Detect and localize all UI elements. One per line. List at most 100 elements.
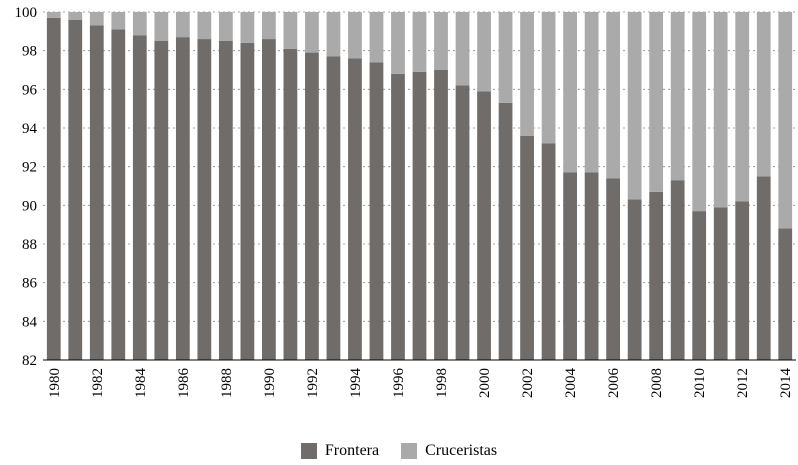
bar-frontera-2003 (541, 143, 556, 360)
bar-cruceristas-1998 (434, 12, 448, 70)
x-tick-label: 2006 (606, 368, 622, 399)
bar-frontera-1985 (154, 41, 169, 360)
bar-frontera-1980 (46, 17, 61, 361)
bar-cruceristas-2013 (756, 12, 771, 177)
bar-frontera-1990 (262, 39, 276, 361)
bar-frontera-1983 (111, 29, 126, 361)
x-tick-label: 1994 (348, 368, 364, 399)
bar-cruceristas-1999 (455, 12, 470, 86)
bar-frontera-1987 (197, 39, 212, 361)
y-tick-label: 94 (22, 121, 38, 137)
bar-frontera-1982 (89, 25, 104, 361)
bar-cruceristas-1980 (46, 12, 61, 18)
y-tick-label: 90 (22, 198, 37, 214)
bars (46, 12, 793, 361)
bar-cruceristas-2008 (649, 12, 664, 192)
x-tick-label: 2014 (778, 368, 794, 399)
bar-cruceristas-1991 (283, 12, 298, 49)
bar-cruceristas-1992 (305, 12, 319, 53)
x-tick-label: 1988 (219, 368, 235, 398)
bar-cruceristas-1987 (197, 12, 212, 40)
bar-frontera-1995 (369, 62, 384, 361)
bar-cruceristas-2000 (477, 12, 491, 92)
bar-cruceristas-2001 (498, 12, 513, 103)
bar-frontera-2005 (584, 172, 599, 360)
bar-cruceristas-1995 (369, 12, 384, 63)
y-tick-label: 96 (22, 82, 38, 98)
x-tick-label: 1984 (133, 368, 149, 399)
legend: Frontera Cruceristas (0, 440, 798, 462)
bar-frontera-1992 (305, 52, 319, 360)
x-tick-label: 2010 (692, 368, 708, 398)
bar-cruceristas-2009 (670, 12, 685, 181)
bar-cruceristas-2006 (606, 12, 621, 179)
bar-cruceristas-2005 (584, 12, 599, 173)
bar-frontera-2004 (563, 172, 577, 360)
y-tick-label: 98 (22, 44, 37, 60)
bar-frontera-1981 (68, 19, 83, 360)
bar-frontera-2002 (520, 135, 534, 360)
bar-frontera-1994 (348, 58, 362, 361)
y-tick-label: 100 (15, 5, 38, 21)
bar-frontera-1988 (218, 41, 233, 360)
bar-frontera-2011 (713, 207, 728, 360)
bar-frontera-2006 (606, 178, 621, 360)
x-tick-label: 1986 (176, 368, 192, 399)
x-tick-label: 2000 (477, 368, 493, 398)
y-tick-label: 92 (22, 160, 37, 176)
y-tick-labels: 82 84 86 88 90 92 94 96 98 100 (15, 5, 38, 369)
x-tick-labels: 1980 1982 1984 1986 1988 1990 1992 1994 1996 1998… (47, 368, 794, 399)
bar-cruceristas-1990 (262, 12, 276, 40)
bar-cruceristas-1997 (412, 12, 427, 72)
legend-label-frontera: Frontera (324, 442, 380, 459)
bar-frontera-2009 (670, 180, 685, 360)
legend-item-cruceristas: Cruceristas (401, 442, 497, 460)
bar-cruceristas-2011 (713, 12, 728, 208)
y-tick-label: 88 (22, 237, 37, 253)
bar-cruceristas-2003 (541, 12, 556, 144)
bar-frontera-2012 (735, 201, 750, 360)
bar-cruceristas-2002 (520, 12, 534, 136)
bar-cruceristas-2012 (735, 12, 750, 202)
bar-cruceristas-1996 (391, 12, 405, 74)
y-tick-label: 84 (22, 314, 38, 330)
bar-frontera-2001 (498, 102, 513, 360)
x-tick-label: 1990 (262, 368, 278, 398)
bar-cruceristas-1988 (218, 12, 233, 41)
bar-frontera-1999 (455, 85, 470, 360)
bar-frontera-1993 (326, 56, 341, 360)
x-tick-label: 2012 (735, 368, 751, 398)
x-tick-label: 1996 (391, 368, 407, 399)
legend-label-cruceristas: Cruceristas (425, 442, 498, 459)
bar-frontera-1996 (391, 73, 405, 360)
bar-cruceristas-1984 (132, 12, 147, 36)
bar-frontera-1991 (283, 48, 298, 360)
x-tick-label: 2004 (563, 368, 579, 399)
bar-cruceristas-1989 (240, 12, 255, 43)
y-tick-label: 82 (22, 353, 37, 369)
bar-frontera-2013 (756, 176, 771, 360)
x-tick-label: 1980 (47, 368, 63, 398)
bar-cruceristas-1985 (154, 12, 169, 41)
bar-cruceristas-1993 (326, 12, 341, 57)
bar-frontera-1989 (240, 42, 255, 360)
bar-cruceristas-2007 (627, 12, 642, 200)
x-tick-label: 2002 (520, 368, 536, 398)
bar-cruceristas-1986 (175, 12, 190, 38)
bar-frontera-2000 (477, 91, 491, 361)
bar-cruceristas-2004 (563, 12, 577, 173)
y-tick-label: 86 (22, 276, 38, 292)
bar-frontera-2007 (627, 199, 642, 360)
x-tick-label: 1982 (90, 368, 106, 398)
x-tick-label: 2008 (649, 368, 665, 398)
x-tick-label: 1992 (305, 368, 321, 398)
x-tick-label: 1998 (434, 368, 450, 398)
bar-frontera-1997 (412, 71, 427, 360)
bar-frontera-1984 (132, 35, 147, 360)
bar-cruceristas-1994 (348, 12, 362, 59)
bar-frontera-2010 (692, 211, 707, 360)
bar-frontera-1998 (434, 70, 448, 360)
bar-cruceristas-1982 (89, 12, 104, 26)
bar-cruceristas-2014 (778, 12, 793, 229)
